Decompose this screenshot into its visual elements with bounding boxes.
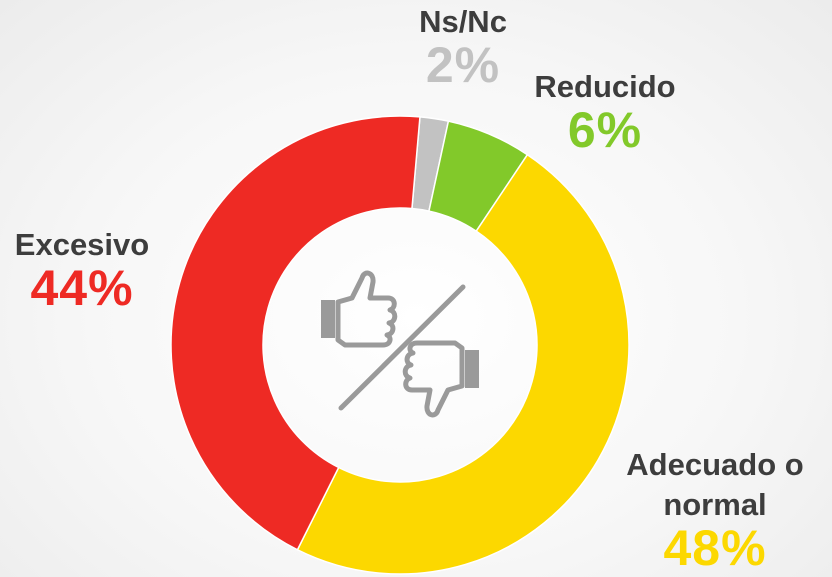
value-label: 2%	[425, 37, 501, 93]
thumb-up	[335, 270, 398, 348]
category-label: Reducido	[534, 69, 676, 104]
category-label: Adecuado o normal	[626, 447, 804, 522]
slice-label: Excesivo 44%	[0, 225, 232, 316]
value-label: 44%	[30, 260, 134, 316]
slice	[296, 153, 630, 575]
divider	[338, 284, 466, 411]
category-label: Excesivo	[14, 227, 150, 262]
category-label: Ns/Nc	[419, 4, 507, 39]
slice	[170, 115, 421, 551]
center-icon	[321, 270, 479, 418]
slice-label: Reducido 6%	[455, 67, 755, 158]
thumb-up-cuff	[321, 300, 335, 338]
thumb-down-cuff	[465, 350, 479, 388]
thumb-down	[402, 340, 465, 418]
slice-label: Ns/Nc 2%	[313, 2, 613, 93]
value-label: 48%	[663, 520, 767, 576]
slice-label: Adecuado o normal 48%	[565, 445, 832, 576]
value-label: 6%	[567, 102, 643, 158]
slices	[170, 115, 630, 575]
